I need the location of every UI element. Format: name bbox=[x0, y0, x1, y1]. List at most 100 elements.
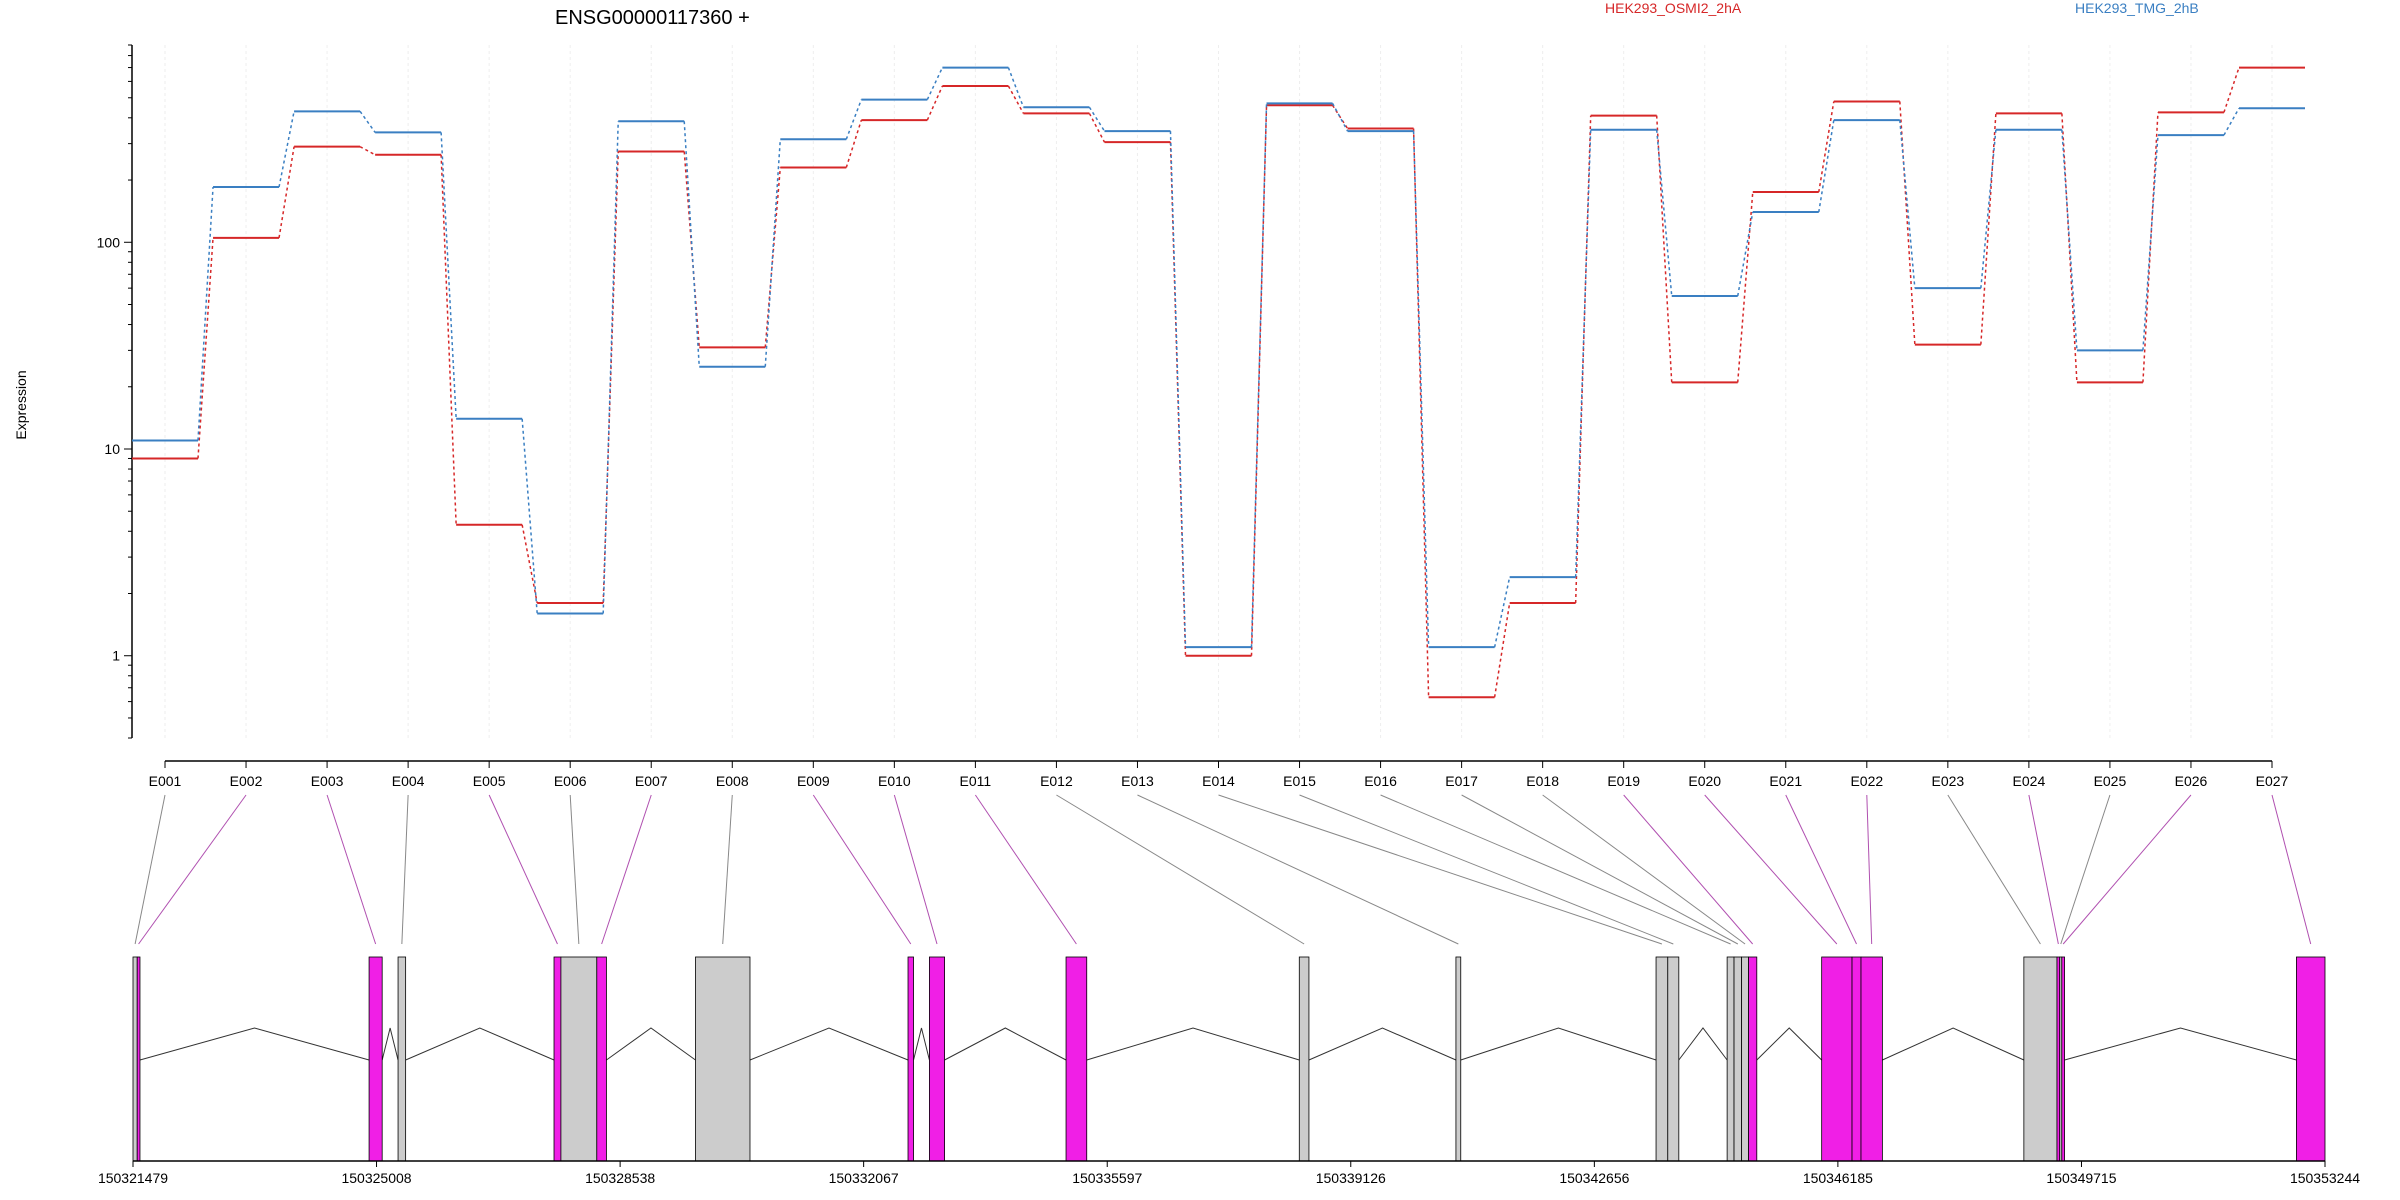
exon-box-E005 bbox=[553, 956, 562, 1162]
connector-E011 bbox=[974, 794, 1077, 945]
exon-box-E009 bbox=[907, 956, 914, 1162]
y-axis-label: Expression bbox=[13, 370, 29, 439]
coordinate-label-150346185: 150346185 bbox=[1803, 1170, 1873, 1186]
connector-E009 bbox=[812, 794, 912, 945]
series-1-connector-E022 bbox=[1899, 101, 1916, 345]
exon-box-E016 bbox=[1726, 956, 1735, 1162]
series-1-connector-E004 bbox=[440, 154, 457, 525]
series-2-connector-E020 bbox=[1736, 211, 1754, 297]
x-tick-label-E007: E007 bbox=[635, 773, 668, 789]
x-tick-label-E027: E027 bbox=[2256, 773, 2289, 789]
connector-E006 bbox=[569, 794, 580, 945]
connector-E004 bbox=[401, 794, 409, 945]
exon-box-E019 bbox=[1748, 956, 1758, 1162]
exon-box-E007 bbox=[596, 956, 607, 1162]
coordinate-label-150353244: 150353244 bbox=[2290, 1170, 2360, 1186]
exon-box-E001 bbox=[132, 956, 138, 1162]
coordinate-label-150349715: 150349715 bbox=[2046, 1170, 2116, 1186]
series-2-connector-E022 bbox=[1899, 120, 1916, 289]
exon-box-E018 bbox=[1741, 956, 1749, 1162]
connector-E019 bbox=[1623, 794, 1754, 945]
coordinate-label-150325008: 150325008 bbox=[341, 1170, 411, 1186]
intron-line bbox=[139, 1027, 370, 1061]
legend-series-2-label: HEK293_TMG_2hB bbox=[2075, 0, 2199, 16]
exon-box-E012 bbox=[1298, 956, 1310, 1162]
series-2 bbox=[132, 66, 2305, 649]
connector-E025 bbox=[2060, 794, 2111, 945]
x-tick-label-E016: E016 bbox=[1364, 773, 1397, 789]
x-tick-label-E012: E012 bbox=[1040, 773, 1073, 789]
x-tick-label-E001: E001 bbox=[149, 773, 182, 789]
connector-E026 bbox=[2062, 794, 2192, 945]
series-1-connector-E002 bbox=[278, 146, 295, 239]
x-tick-label-E006: E006 bbox=[554, 773, 587, 789]
connector-E017 bbox=[1461, 794, 1739, 945]
series-2-connector-E019 bbox=[1655, 129, 1673, 297]
series-2-connector-E010 bbox=[926, 67, 944, 100]
series-2-connector-E001 bbox=[197, 186, 214, 441]
series-2-connector-E015 bbox=[1331, 102, 1349, 132]
series-2-connector-E003 bbox=[359, 110, 376, 133]
connector-E010 bbox=[893, 794, 938, 945]
series-2-connector-E008 bbox=[764, 139, 782, 367]
intron-line bbox=[2064, 1027, 2297, 1061]
series-2-connector-E023 bbox=[1980, 129, 1997, 289]
x-tick-label-E019: E019 bbox=[1607, 773, 1640, 789]
series-2-connector-E005 bbox=[521, 418, 538, 614]
series-1-connector-E011 bbox=[1007, 85, 1025, 114]
series-2-connector-E012 bbox=[1088, 106, 1106, 132]
x-tick-label-E008: E008 bbox=[716, 773, 749, 789]
series-2-connector-E017 bbox=[1493, 576, 1511, 648]
intron-line bbox=[749, 1027, 909, 1061]
y-axis: 1 10 100 bbox=[97, 44, 133, 739]
connector-E008 bbox=[722, 794, 733, 945]
exon-box-E004 bbox=[397, 956, 407, 1162]
series-1-connector-E009 bbox=[845, 119, 863, 168]
x-tick-label-E022: E022 bbox=[1850, 773, 1883, 789]
intron-line bbox=[381, 1027, 399, 1061]
intron-line bbox=[1756, 1027, 1823, 1061]
exon-box-E002 bbox=[136, 956, 141, 1162]
connector-E002 bbox=[138, 794, 247, 945]
connector-E022 bbox=[1866, 794, 1873, 945]
connector-E003 bbox=[326, 794, 377, 945]
connector-E005 bbox=[488, 794, 558, 945]
series-2-connector-E002 bbox=[278, 111, 295, 188]
connector-E007 bbox=[601, 794, 652, 945]
series-1-connector-E020 bbox=[1736, 191, 1754, 383]
x-tick-label-E025: E025 bbox=[2094, 773, 2127, 789]
series-2-connector-E004 bbox=[440, 132, 457, 419]
exon-box-E014 bbox=[1655, 956, 1669, 1162]
intron-line bbox=[1678, 1027, 1728, 1061]
series-1-connector-E003 bbox=[359, 146, 376, 156]
connector-E018 bbox=[1542, 794, 1746, 945]
x-tick-label-E023: E023 bbox=[1931, 773, 1964, 789]
x-tick-label-E018: E018 bbox=[1526, 773, 1559, 789]
connector-E027 bbox=[2271, 794, 2312, 945]
series-2-connector-E009 bbox=[845, 99, 863, 140]
x-tick-label-E002: E002 bbox=[230, 773, 263, 789]
exon-box-E003 bbox=[368, 956, 383, 1162]
x-tick-label-E026: E026 bbox=[2175, 773, 2208, 789]
x-tick-label-E005: E005 bbox=[473, 773, 506, 789]
exon-box-E023 bbox=[2023, 956, 2058, 1162]
exon-box-E022 bbox=[1860, 956, 1883, 1162]
series-2-connector-E014 bbox=[1250, 103, 1268, 648]
series-1-connector-E010 bbox=[926, 85, 944, 121]
series-1-connector-E016 bbox=[1412, 128, 1430, 698]
coordinate-label-150335597: 150335597 bbox=[1072, 1170, 1142, 1186]
intron-line bbox=[405, 1027, 555, 1061]
series-2-connector-E013 bbox=[1169, 131, 1187, 648]
series-1-connector-E015 bbox=[1331, 104, 1349, 129]
exon-box-E017 bbox=[1733, 956, 1743, 1162]
x-tick-label-E021: E021 bbox=[1769, 773, 1802, 789]
coordinate-label-150342656: 150342656 bbox=[1559, 1170, 1629, 1186]
x-tick-label-E017: E017 bbox=[1445, 773, 1478, 789]
gene-model bbox=[132, 956, 2326, 1162]
y-tick-label-10: 10 bbox=[104, 441, 120, 457]
series-lines bbox=[132, 66, 2305, 699]
intron-line bbox=[1882, 1027, 2025, 1061]
connector-E020 bbox=[1704, 794, 1838, 945]
series-2-connector-E021 bbox=[1818, 119, 1835, 213]
